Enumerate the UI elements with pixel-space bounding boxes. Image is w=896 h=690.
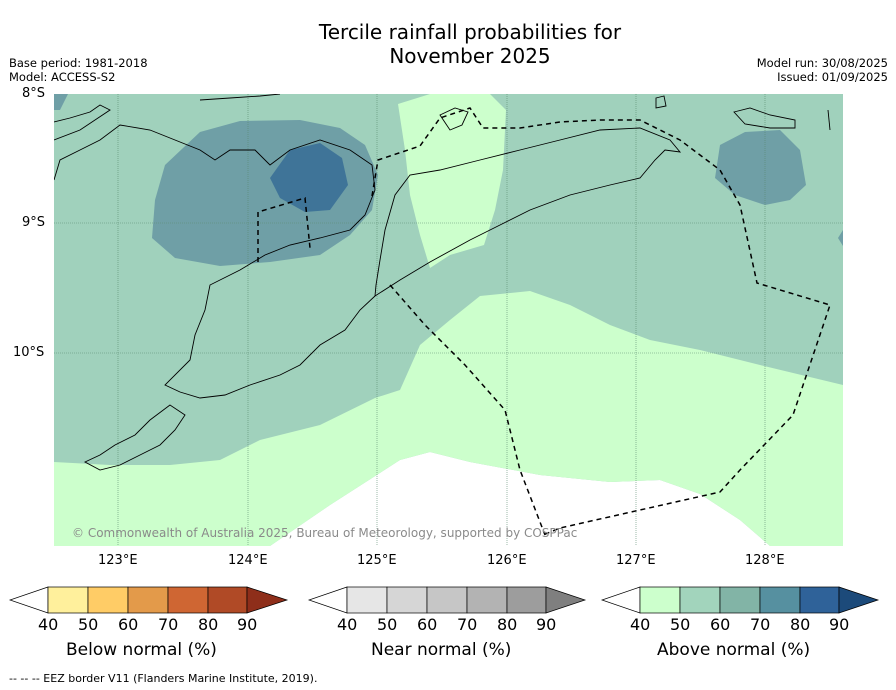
below-tick-60: 60 xyxy=(118,615,139,634)
below-tick-40: 40 xyxy=(38,615,59,634)
fill-above-40-south xyxy=(54,291,843,546)
below-tick-80: 80 xyxy=(198,615,219,634)
colorbar-above xyxy=(600,586,880,614)
near-tick-60: 60 xyxy=(417,615,438,634)
lon-label-128e: 128°E xyxy=(745,553,785,568)
model-name: Model: ACCESS-S2 xyxy=(9,70,116,84)
below-normal-label: Below normal (%) xyxy=(66,640,217,660)
base-period: Base period: 1981-2018 xyxy=(9,56,148,70)
map-title: Tercile rainfall probabilities for Novem… xyxy=(0,20,896,68)
above-normal-label: Above normal (%) xyxy=(657,640,811,660)
fill-none xyxy=(270,452,770,546)
near-tick-50: 50 xyxy=(377,615,398,634)
graticule xyxy=(54,94,843,546)
fill-above-70-west xyxy=(270,143,348,212)
near-tick-70: 70 xyxy=(457,615,478,634)
eez-footnote: -- -- -- EEZ border V11 (Flanders Marine… xyxy=(9,672,318,685)
above-tick-60: 60 xyxy=(710,615,731,634)
below-tick-70: 70 xyxy=(158,615,179,634)
near-normal-label: Near normal (%) xyxy=(371,640,512,660)
lat-label-9s: 9°S xyxy=(22,215,46,230)
copyright-notice: © Commonwealth of Australia 2025, Bureau… xyxy=(72,526,578,540)
fill-above-60-east xyxy=(715,130,806,205)
near-tick-40: 40 xyxy=(337,615,358,634)
near-tick-90: 90 xyxy=(536,615,557,634)
lat-label-8s: 8°S xyxy=(22,86,46,101)
above-tick-80: 80 xyxy=(790,615,811,634)
meta-right: Model run: 30/08/2025 Issued: 01/09/2025 xyxy=(757,56,888,84)
above-tick-70: 70 xyxy=(750,615,771,634)
title-line-2: November 2025 xyxy=(389,44,551,68)
near-tick-80: 80 xyxy=(497,615,518,634)
lon-label-124e: 124°E xyxy=(228,553,268,568)
lon-label-126e: 126°E xyxy=(487,553,527,568)
eez-border xyxy=(257,107,831,536)
colorbar-near xyxy=(307,586,587,614)
colorbar-below xyxy=(8,586,289,614)
lon-label-127e: 127°E xyxy=(616,553,656,568)
map-fill xyxy=(54,94,843,546)
fill-above-60-corner xyxy=(54,94,68,110)
fill-above-60-edge xyxy=(838,230,843,246)
below-tick-50: 50 xyxy=(78,615,99,634)
coastline xyxy=(54,94,831,471)
meta-left: Base period: 1981-2018 Model: ACCESS-S2 xyxy=(9,56,148,84)
above-tick-40: 40 xyxy=(630,615,651,634)
lon-label-123e: 123°E xyxy=(98,553,138,568)
below-tick-90: 90 xyxy=(237,615,258,634)
above-tick-50: 50 xyxy=(670,615,691,634)
title-line-1: Tercile rainfall probabilities for xyxy=(318,20,622,44)
issued-date: Issued: 01/09/2025 xyxy=(777,70,888,84)
above-tick-90: 90 xyxy=(829,615,850,634)
lon-label-125e: 125°E xyxy=(357,553,397,568)
model-run: Model run: 30/08/2025 xyxy=(756,56,888,70)
lat-label-10s: 10°S xyxy=(13,345,45,360)
fill-above-40-north xyxy=(398,94,506,268)
